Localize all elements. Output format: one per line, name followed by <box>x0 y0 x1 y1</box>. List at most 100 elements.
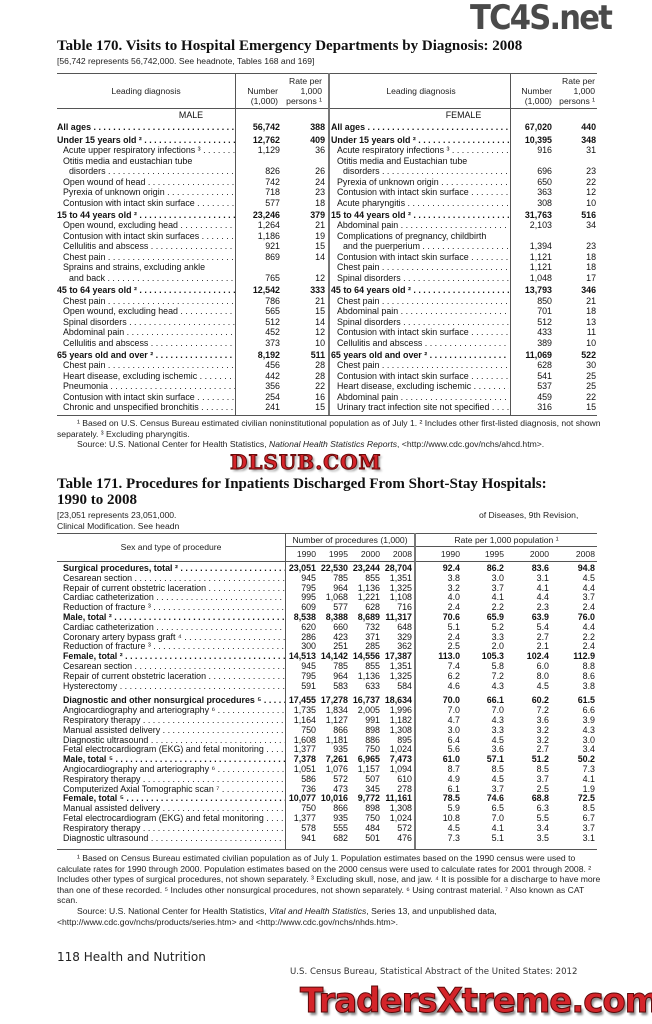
table-row: Reduction of fracture ³ 300 251 285 362 2.5 2.… <box>57 642 597 652</box>
procedures-1990: 750 <box>301 725 316 735</box>
rate-2000: 4.5 <box>536 681 549 691</box>
rate-1995: 4.1 <box>491 593 504 603</box>
procedures-2008: 1,325 <box>389 583 412 593</box>
rate-2000: 83.6 <box>531 563 549 573</box>
rate-value: 26 <box>315 166 326 177</box>
procedures-1990: 578 <box>301 823 316 833</box>
table-row: 65 years old and over ² 8,192 511 <box>57 348 325 360</box>
procedures-1990: 941 <box>301 833 316 843</box>
table-row: Chest pain 786 21 <box>57 296 325 307</box>
diagnosis-label: Otitis media and Eustachian tube <box>337 155 468 166</box>
number-value: 363 <box>537 187 552 198</box>
rate-1995: 105.3 <box>481 652 504 662</box>
procedures-1990: 10,077 <box>288 794 316 804</box>
source-url[interactable]: , Series 13, and unpublished data, <http… <box>57 905 497 927</box>
table-row: Hysterectomy 591 583 633 584 4.6 4.3 4.5 3.8 <box>57 682 597 692</box>
table-171-bottom-rule <box>57 849 597 850</box>
rate-1990: 7.0 <box>447 706 460 716</box>
procedures-2000: 345 <box>365 784 380 794</box>
procedure-label: Respiratory therapy <box>57 716 286 726</box>
rate-value: 18 <box>586 251 597 262</box>
source-url[interactable]: , <http://www.cdc.gov/nchs/ahcd.htm>. <box>397 439 545 450</box>
procedures-2000: 501 <box>365 833 380 843</box>
rate-value: 10 <box>586 197 597 208</box>
number-value <box>509 156 552 167</box>
procedures-2000: 633 <box>365 681 380 691</box>
diagnosis-label: Abdominal pain <box>331 306 509 317</box>
number-value: 13,793 <box>524 285 552 296</box>
procedures-2000: 628 <box>365 603 380 613</box>
table-row: Female, total ²14,513 14,142 14,556 17,387 1… <box>57 652 597 662</box>
table-row: All ages 56,742 388 <box>57 121 325 133</box>
year-header: 2000 <box>529 549 549 559</box>
table-row: Cellulitis and abscess 921 15 <box>57 241 325 252</box>
table-171-header-rule <box>57 561 597 562</box>
procedures-1995: 1,181 <box>325 735 348 745</box>
procedure-label: Respiratory therapy <box>57 775 286 785</box>
rate-value: 409 <box>310 134 326 145</box>
table-row: Abdominal pain 452 12 <box>57 327 325 338</box>
table-row: Respiratory therapy 586 572 507 610 4.9 4.5 3.7… <box>57 775 597 785</box>
rate-value: 25 <box>586 370 597 381</box>
procedures-2000: 371 <box>365 632 380 642</box>
table-row: Open wound of head 742 24 <box>57 177 325 188</box>
table-row: 15 to 44 years old ² 31,763 516 <box>331 208 596 220</box>
rate-2000: 2.7 <box>536 632 549 642</box>
table-row: 15 to 44 years old ² 23,246 379 <box>57 208 325 220</box>
table-row: Under 15 years old ² 12,762 409 <box>57 133 325 145</box>
section-label: FEMALE <box>445 110 482 120</box>
diagnosis-label: Chest pain <box>331 296 509 307</box>
procedures-2000: 855 <box>365 573 380 583</box>
procedure-label: Repair of current obstetric laceration <box>57 672 286 682</box>
col-header-rate-female: Rate per 1,000 persons ¹ <box>553 76 595 106</box>
rate-2000: 3.1 <box>536 573 549 583</box>
number-value: 1,048 <box>529 272 552 283</box>
table-row: Diagnostic ultrasound 941 682 501 476 7.3 5.1 3… <box>57 834 597 844</box>
number-value: 696 <box>537 166 552 177</box>
diagnosis-label: 15 to 44 years old ² <box>331 208 509 220</box>
number-value: 316 <box>537 402 552 413</box>
procedures-1990: 300 <box>301 642 316 652</box>
table-row: Contusion with intact skin surface 363 12 <box>331 187 596 198</box>
rate-1990: 3.0 <box>447 725 460 735</box>
table-row: Cellulitis and abscess 373 10 <box>57 338 325 349</box>
rate-value: 10 <box>315 337 326 348</box>
procedures-2000: 1,136 <box>357 671 380 681</box>
rate-value: 516 <box>581 209 597 220</box>
procedures-2008: 7,473 <box>389 755 412 765</box>
year-header: 2008 <box>575 549 595 559</box>
table-row: Chest pain 1,121 18 <box>331 262 596 273</box>
rate-1995: 7.0 <box>491 706 504 716</box>
table-row: Repair of current obstetric laceration 79… <box>57 584 597 594</box>
diagnosis-label: Chronic and unspecified bronchitis <box>57 402 235 413</box>
rate-value: 23 <box>586 166 597 177</box>
procedures-1990: 17,455 <box>288 695 316 706</box>
procedures-1990: 1,164 <box>293 715 316 725</box>
number-value: 442 <box>265 370 280 381</box>
number-value: 31,763 <box>524 209 552 220</box>
table-row: Fetal electrocardiogram (EKG) and fetal … <box>57 814 597 824</box>
rate-2008: 3.7 <box>582 823 595 833</box>
procedures-1990: 14,513 <box>288 652 316 662</box>
rate-value: 28 <box>315 360 326 371</box>
procedures-2000: 1,157 <box>357 764 380 774</box>
rate-2008: 3.9 <box>582 715 595 725</box>
number-value: 1,186 <box>257 230 280 241</box>
procedures-2000: 23,244 <box>352 563 380 573</box>
table-row: Manual assisted delivery 750 866 898 1,308 3.… <box>57 726 597 736</box>
section-header-row: FEMALE <box>331 110 596 121</box>
page-footer-publication: U.S. Census Bureau, Statistical Abstract… <box>290 967 578 977</box>
page-footer-section: 118 Health and Nutrition <box>57 950 206 964</box>
procedures-2000: 1,221 <box>357 593 380 603</box>
procedures-1995: 7,261 <box>325 755 348 765</box>
diagnosis-label: Spinal disorders <box>331 317 509 328</box>
diagnosis-label: Complications of pregnancy, childbirth <box>337 230 487 241</box>
rate-2008: 4.5 <box>582 573 595 583</box>
table-row: Acute pharyngitis 308 10 <box>331 198 596 209</box>
rate-1995: 57.1 <box>486 755 504 765</box>
procedure-label: Surgical procedures, total ² <box>57 562 286 574</box>
table-row: Contusion with intact skin surface 433 11 <box>331 327 596 338</box>
source-title: Vital and Health Statistics <box>269 905 367 916</box>
diagnosis-label: Contusion with intact skin surface <box>331 187 509 198</box>
diagnosis-label: All ages <box>331 121 509 133</box>
